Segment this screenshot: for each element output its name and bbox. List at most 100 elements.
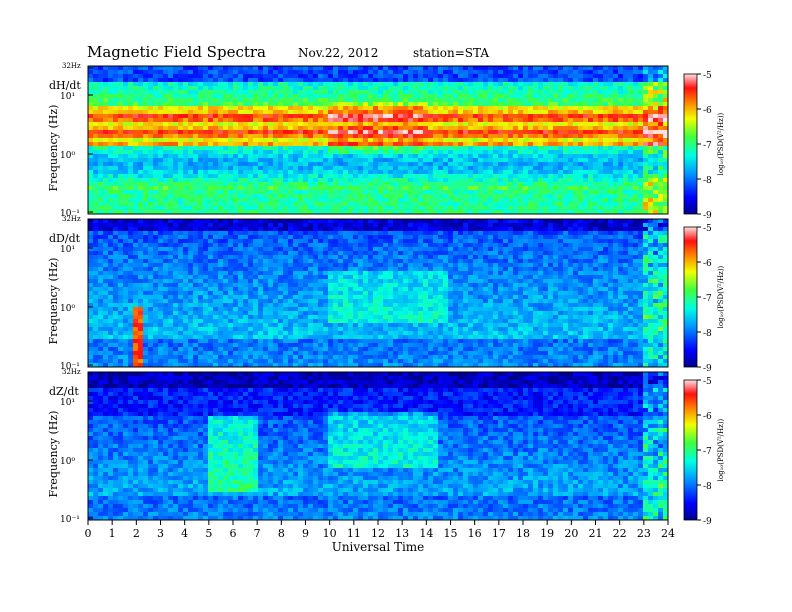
spectrogram-cell: [438, 186, 444, 191]
spectrogram-cell: [93, 267, 99, 272]
spectrogram-cell: [298, 106, 304, 111]
spectrogram-cell: [223, 82, 229, 87]
spectrogram-cell: [158, 182, 164, 187]
spectrogram-cell: [383, 90, 389, 95]
spectrogram-cell: [593, 98, 599, 103]
spectrogram-cell: [153, 90, 159, 95]
spectrogram-cell: [313, 106, 319, 111]
spectrogram-cell: [278, 170, 284, 175]
spectrogram-cell: [363, 102, 369, 107]
spectrogram-cell: [123, 114, 129, 119]
spectrogram-cell: [113, 275, 119, 280]
spectrogram-cell: [658, 146, 664, 151]
spectrogram-cell: [143, 206, 149, 211]
spectrogram-cell: [603, 166, 609, 171]
spectrogram-cell: [358, 194, 364, 199]
spectrogram-cell: [528, 186, 534, 191]
spectrogram-cell: [603, 154, 609, 159]
spectrogram-cell: [273, 202, 279, 207]
spectrogram-cell: [228, 150, 234, 155]
spectrogram-cell: [348, 194, 354, 199]
spectrogram-cell: [123, 74, 129, 79]
spectrogram-cell: [318, 178, 324, 183]
spectrogram-cell: [193, 158, 199, 163]
spectrogram-cell: [143, 359, 149, 364]
spectrogram-cell: [273, 162, 279, 167]
spectrogram-cell: [523, 118, 529, 123]
spectrogram-cell: [293, 194, 299, 199]
spectrogram-cell: [393, 102, 399, 107]
spectrogram-cell: [128, 343, 134, 348]
spectrogram-cell: [653, 86, 659, 91]
spectrogram-cell: [103, 194, 109, 199]
spectrogram-cell: [88, 142, 94, 147]
spectrogram-cell: [223, 106, 229, 111]
spectrogram-cell: [623, 130, 629, 135]
spectrogram-cell: [198, 98, 204, 103]
spectrogram-panel-2: [88, 219, 669, 368]
spectrogram-cell: [608, 86, 614, 91]
spectrogram-cell: [288, 154, 294, 159]
spectrogram-cell: [238, 110, 244, 115]
spectrogram-cell: [138, 239, 144, 244]
spectrogram-cell: [318, 70, 324, 75]
spectrogram-cell: [88, 343, 94, 348]
spectrogram-cell: [158, 315, 164, 320]
spectrogram-cell: [468, 166, 474, 171]
spectrogram-cell: [153, 231, 159, 236]
spectrogram-cell: [533, 70, 539, 75]
spectrogram-cell: [128, 210, 134, 215]
spectrogram-cell: [543, 162, 549, 167]
spectrogram-cell: [378, 190, 384, 195]
spectrogram-cell: [443, 114, 449, 119]
spectrogram-cell: [253, 162, 259, 167]
spectrogram-cell: [433, 86, 439, 91]
spectrogram-cell: [578, 78, 584, 83]
spectrogram-cell: [443, 130, 449, 135]
spectrogram-cell: [293, 122, 299, 127]
spectrogram-cell: [148, 351, 154, 356]
spectrogram-cell: [148, 94, 154, 99]
spectrogram-cell: [393, 78, 399, 83]
spectrogram-cell: [193, 66, 199, 71]
spectrogram-cell: [113, 307, 119, 312]
spectrogram-cell: [158, 78, 164, 83]
spectrogram-cell: [98, 98, 104, 103]
spectrogram-cell: [573, 170, 579, 175]
spectrogram-cell: [188, 166, 194, 171]
spectrogram-cell: [138, 210, 144, 215]
spectrogram-cell: [368, 126, 374, 131]
spectrogram-cell: [163, 90, 169, 95]
spectrogram-cell: [283, 146, 289, 151]
spectrogram-cell: [558, 90, 564, 95]
spectrogram-cell: [423, 142, 429, 147]
spectrogram-cell: [648, 162, 654, 167]
spectrogram-cell: [163, 219, 169, 224]
spectrogram-cell: [153, 78, 159, 83]
spectrogram-cell: [203, 182, 209, 187]
spectrogram-cell: [218, 198, 224, 203]
spectrogram-cell: [228, 78, 234, 83]
spectrogram-cell: [553, 66, 559, 71]
spectrogram-cell: [223, 142, 229, 147]
spectrogram-cell: [428, 102, 434, 107]
spectrogram-cell: [288, 182, 294, 187]
spectrogram-cell: [638, 178, 644, 183]
spectrogram-cell: [393, 194, 399, 199]
spectrogram-cell: [558, 98, 564, 103]
spectrogram-cell: [588, 86, 594, 91]
spectrogram-cell: [613, 186, 619, 191]
spectrogram-cell: [473, 106, 479, 111]
spectrogram-cell: [413, 114, 419, 119]
spectrogram-cell: [153, 158, 159, 163]
spectrogram-cell: [148, 255, 154, 260]
spectrogram-cell: [403, 142, 409, 147]
spectrogram-cell: [93, 86, 99, 91]
spectrogram-cell: [103, 198, 109, 203]
spectrogram-cell: [618, 82, 624, 87]
spectrogram-cell: [123, 162, 129, 167]
spectrogram-cell: [393, 134, 399, 139]
spectrogram-cell: [108, 295, 114, 300]
spectrogram-cell: [168, 86, 174, 91]
spectrogram-cell: [123, 351, 129, 356]
